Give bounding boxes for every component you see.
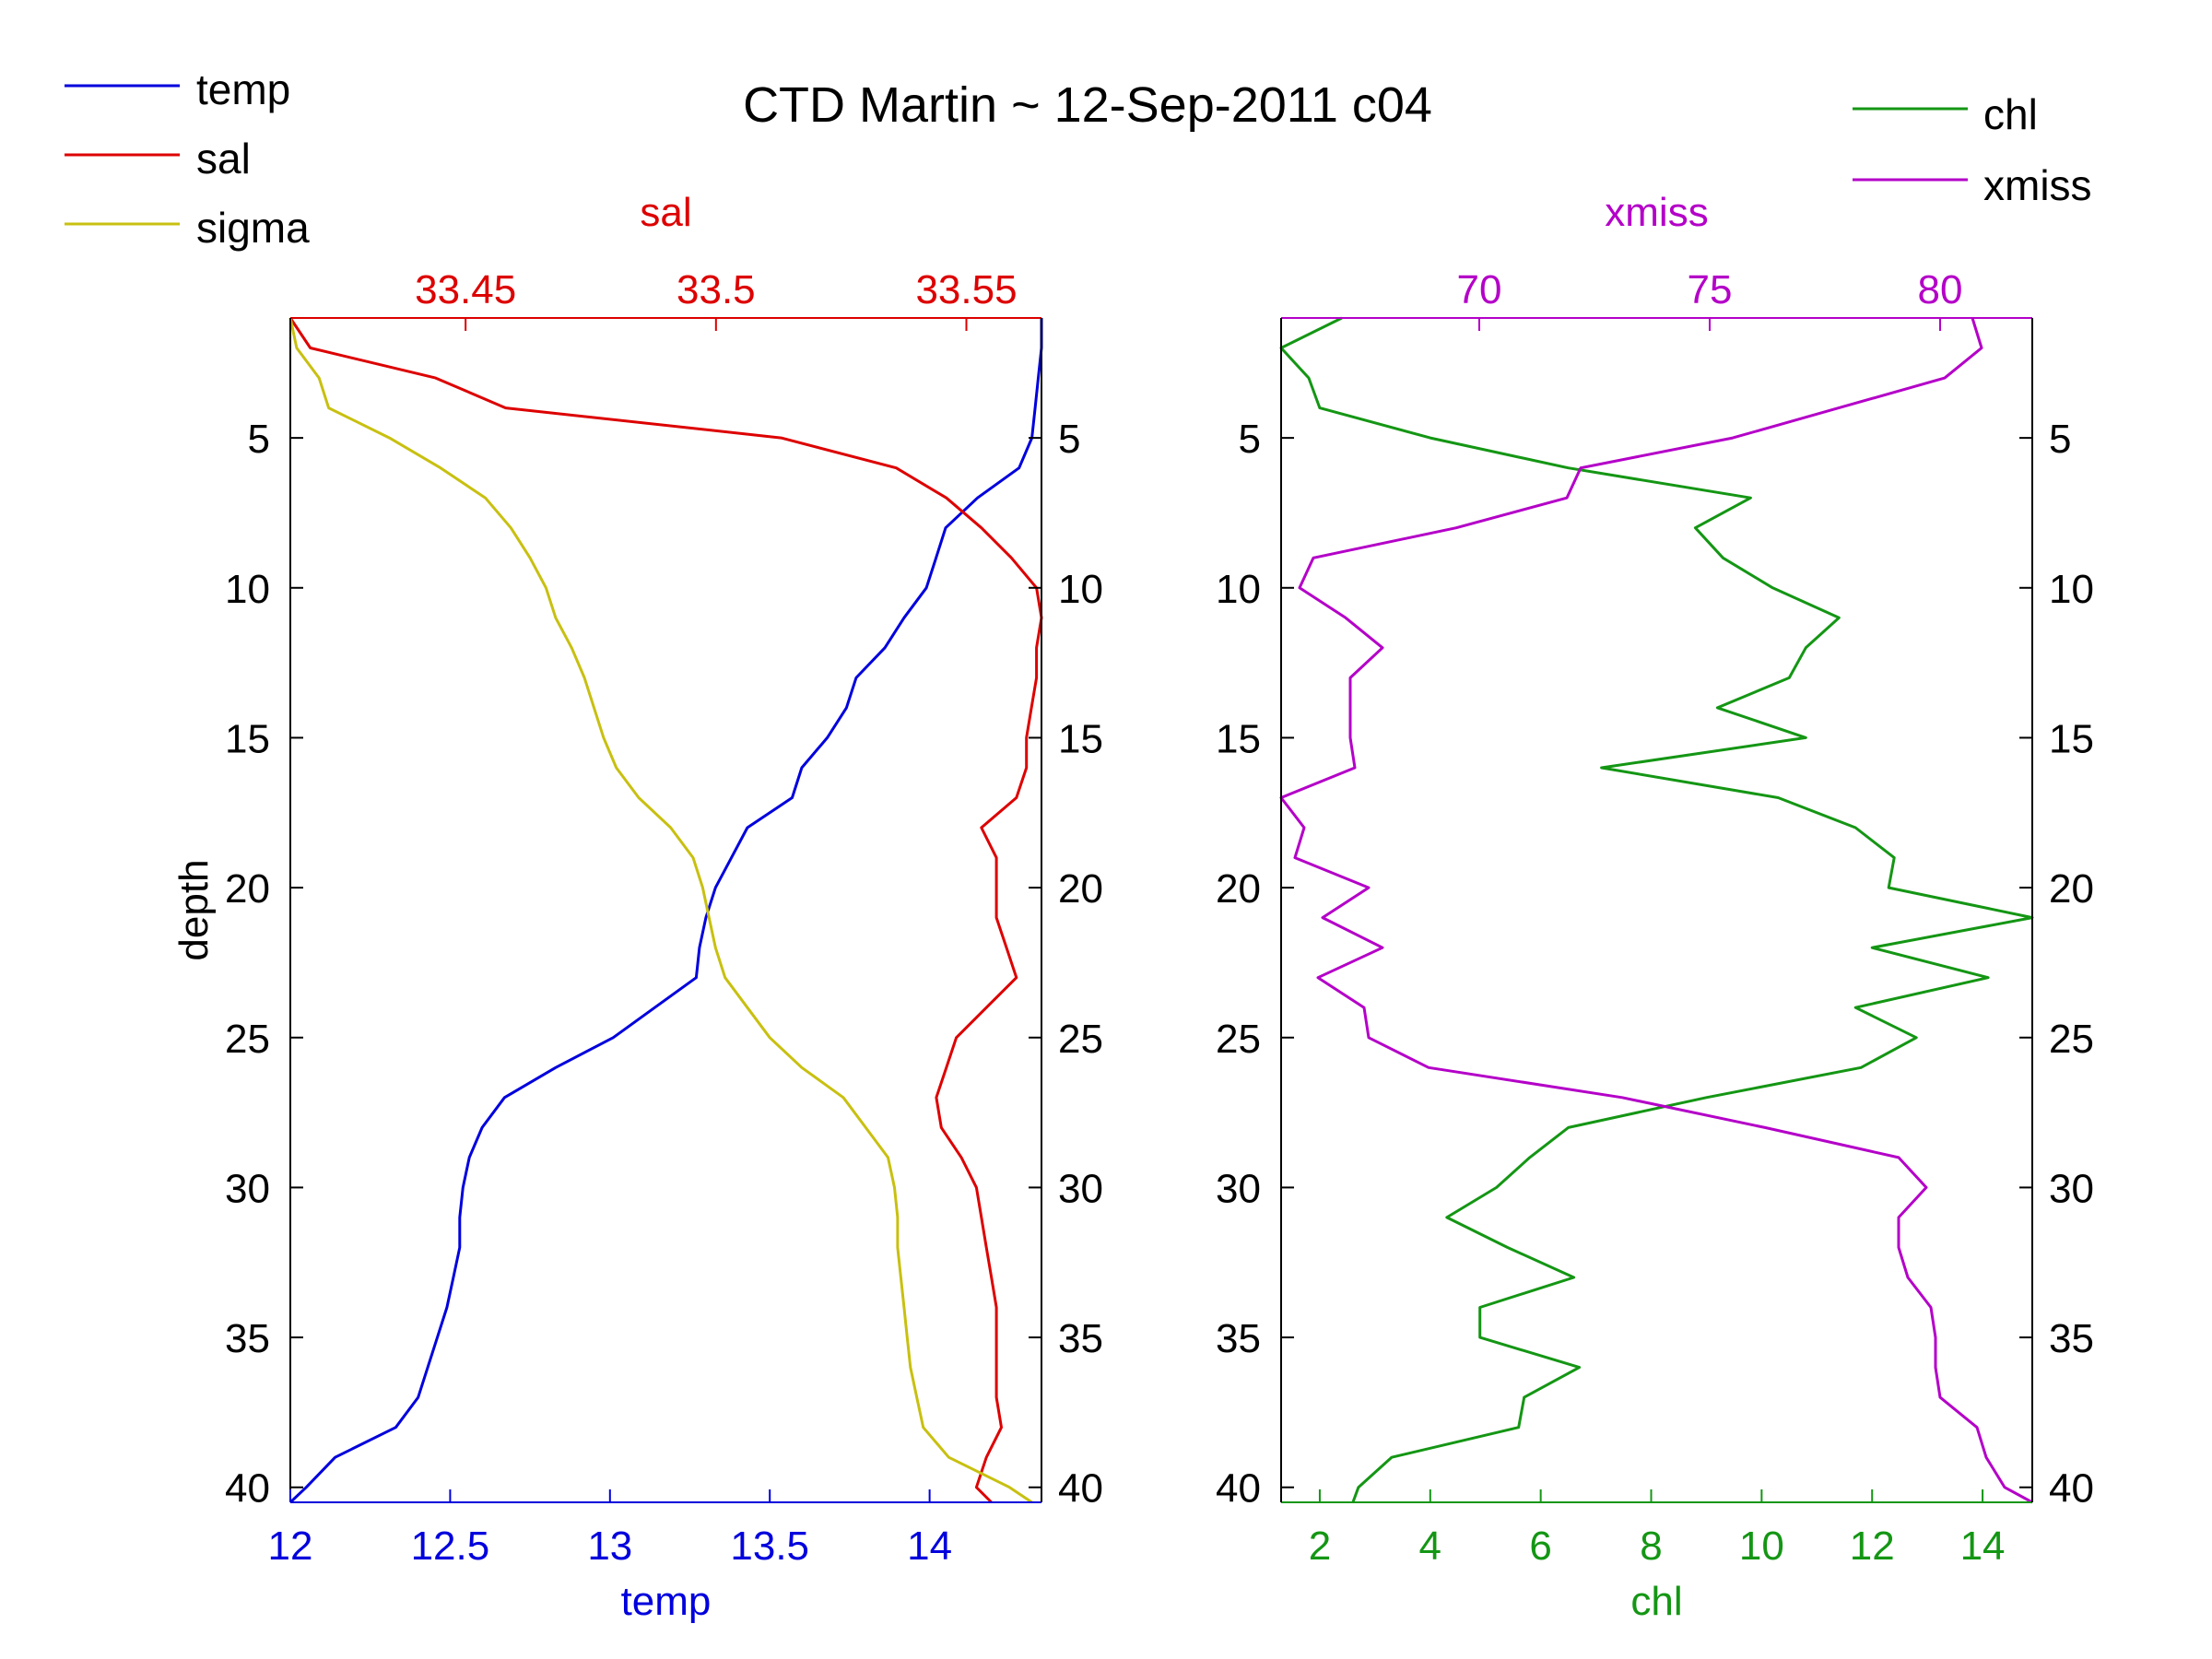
y-tick-label-right-left: 30 [1058, 1166, 1103, 1211]
legend-left: temp sal sigma [65, 65, 310, 252]
x-tick-label-top-right: 80 [1918, 267, 1963, 312]
x-tick-label-bottom-left: 13 [587, 1524, 632, 1569]
y-tick-label-left-right: 20 [1216, 866, 1261, 912]
y-tick-label-left-right: 40 [1216, 1466, 1261, 1512]
y-tick-label-right-left: 35 [1058, 1316, 1103, 1361]
y-tick-label-right-right: 5 [2049, 417, 2071, 462]
legend-label-chl: chl [1983, 90, 2038, 138]
series-line-xmiss [1279, 317, 2033, 1504]
y-tick-label-left-right: 35 [1216, 1316, 1261, 1361]
y-tick-label-right-left: 15 [1058, 716, 1103, 761]
x-tick-label-bottom-left: 14 [907, 1524, 952, 1569]
y-tick-label-right-left: 10 [1058, 567, 1103, 612]
y-tick-label-right-left: 40 [1058, 1466, 1103, 1512]
series-line-temp [288, 318, 1043, 1504]
y-tick-label-right-right: 15 [2049, 716, 2094, 761]
y-tick-label-left-left: 40 [225, 1466, 270, 1512]
y-tick-label-left-left: 35 [225, 1316, 270, 1361]
y-tick-label-left-left: 15 [225, 716, 270, 761]
x-tick-label-top-left: 33.55 [915, 267, 1017, 312]
x-tick-label-top-right: 70 [1457, 267, 1502, 312]
x-tick-label-bottom-right: 8 [1640, 1524, 1662, 1569]
y-tick-label-left-right: 10 [1216, 567, 1261, 612]
y-tick-label-left-right: 5 [1239, 417, 1261, 462]
y-tick-label-left-left: 20 [225, 866, 270, 912]
x-tick-label-top-left: 33.5 [677, 267, 756, 312]
y-tick-label-left-right: 30 [1216, 1166, 1261, 1211]
x-tick-label-bottom-left: 12.5 [411, 1524, 490, 1569]
legend-label-xmiss: xmiss [1983, 161, 2092, 209]
y-tick-label-left-left: 10 [225, 567, 270, 612]
y-axis-label: depth [171, 859, 217, 960]
y-tick-label-left-left: 30 [225, 1166, 270, 1211]
x-axis-label-chl: chl [1630, 1579, 1682, 1624]
y-tick-label-right-left: 25 [1058, 1017, 1103, 1062]
series-line-sal [288, 317, 1043, 1504]
y-tick-label-right-right: 25 [2049, 1017, 2094, 1062]
legend-right: chl xmiss [1853, 90, 2092, 209]
panel-right: 2 4 6 8 10 12 14 chl 70 75 80 xmiss 5 5 10 10 15 15 20 20 25… [1216, 190, 2094, 1624]
series-line-sigma [288, 317, 1033, 1504]
x-tick-label-bottom-right: 4 [1419, 1524, 1441, 1569]
y-tick-label-right-right: 20 [2049, 866, 2094, 912]
panel-left: 12 12.5 13 13.5 14 temp 33.45 33.5 33.55 sal 5 5 10 1… [171, 190, 1103, 1624]
x-tick-label-bottom-right: 6 [1529, 1524, 1551, 1569]
x-tick-label-bottom-left: 13.5 [730, 1524, 809, 1569]
y-tick-label-right-left: 5 [1058, 417, 1080, 462]
y-tick-label-right-right: 35 [2049, 1316, 2094, 1361]
y-tick-label-right-left: 20 [1058, 866, 1103, 912]
x-tick-label-top-left: 33.45 [415, 267, 516, 312]
y-tick-label-left-left: 5 [248, 417, 270, 462]
legend-label-sal: sal [196, 135, 251, 182]
x-axis-label-temp: temp [621, 1579, 712, 1624]
y-tick-label-right-right: 30 [2049, 1166, 2094, 1211]
x-tick-label-top-right: 75 [1688, 267, 1733, 312]
x-tick-label-bottom-right: 10 [1739, 1524, 1784, 1569]
legend-label-sigma: sigma [196, 204, 310, 252]
y-tick-label-right-right: 40 [2049, 1466, 2094, 1512]
y-tick-label-left-left: 25 [225, 1017, 270, 1062]
legend-label-temp: temp [196, 65, 290, 113]
y-tick-label-right-right: 10 [2049, 567, 2094, 612]
x-tick-label-bottom-right: 14 [1960, 1524, 2006, 1569]
x-tick-label-bottom-right: 12 [1850, 1524, 1895, 1569]
y-tick-label-left-right: 25 [1216, 1017, 1261, 1062]
x-axis-label-xmiss: xmiss [1605, 190, 1708, 235]
x-tick-label-bottom-right: 2 [1309, 1524, 1331, 1569]
chart-title: CTD Martin ~ 12-Sep-2011 c04 [743, 77, 1432, 133]
x-tick-label-bottom-left: 12 [268, 1524, 313, 1569]
y-tick-label-left-right: 15 [1216, 716, 1261, 761]
x-axis-label-sal: sal [640, 190, 691, 235]
